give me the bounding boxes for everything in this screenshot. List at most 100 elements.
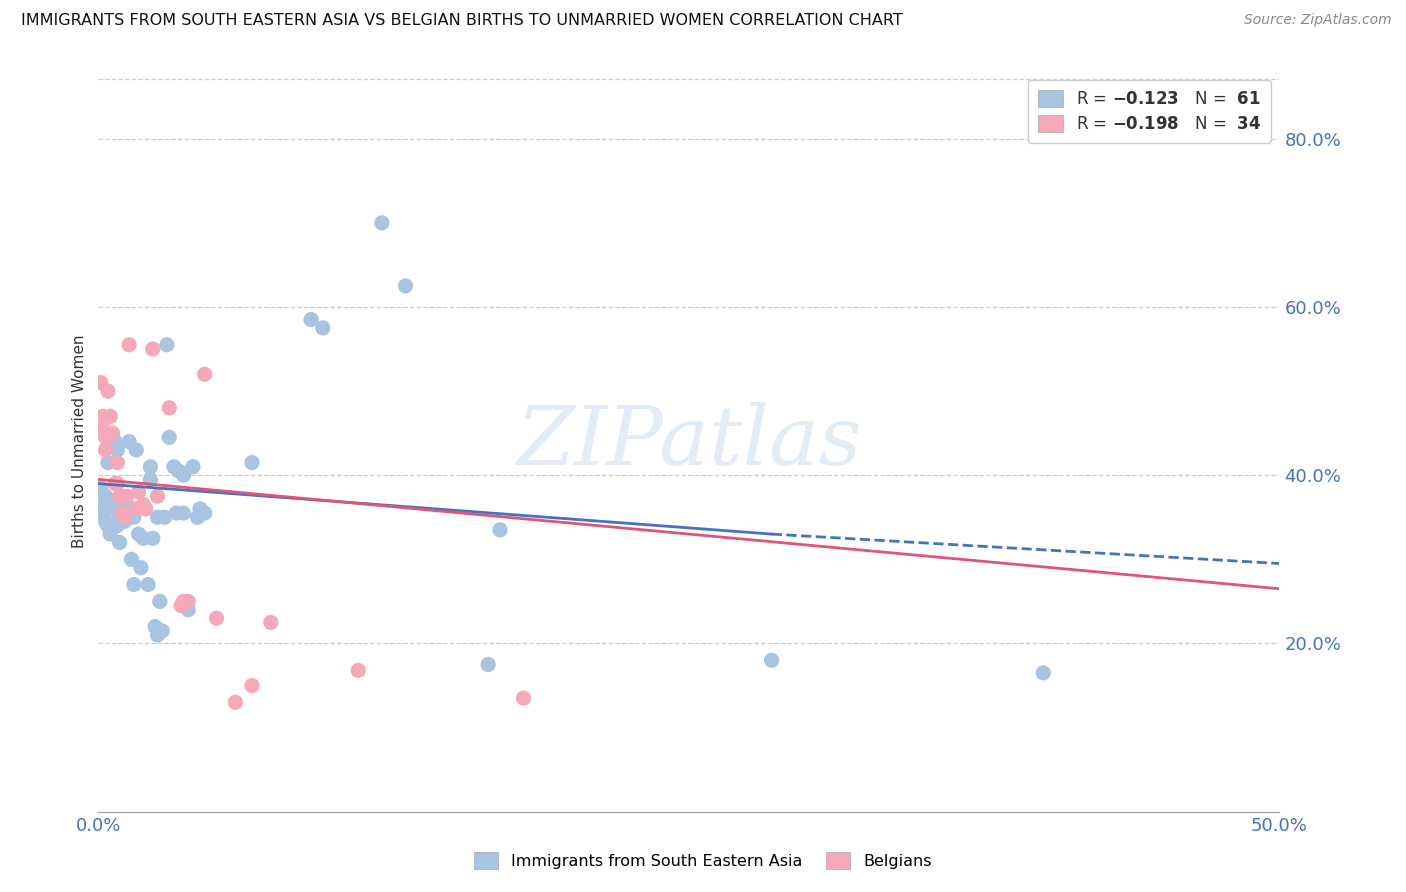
Point (1032, 665, 1054, 680)
Point (105, 456, 128, 470)
Point (512, 691, 534, 706)
Point (128, 485, 150, 500)
Point (157, 430, 180, 444)
Point (157, 401, 180, 415)
Point (97, 384, 120, 398)
Point (135, 501, 157, 516)
Point (299, 312, 322, 326)
Point (90, 481, 112, 495)
Point (139, 472, 162, 486)
Point (129, 560, 152, 574)
Point (112, 510, 135, 524)
Point (108, 510, 131, 524)
Point (167, 464, 190, 478)
Point (139, 459, 162, 474)
Point (122, 577, 145, 591)
Point (347, 664, 370, 678)
Point (240, 679, 263, 693)
Point (108, 489, 131, 503)
Point (136, 577, 159, 591)
Point (761, 653, 783, 667)
Point (97, 518, 120, 533)
Point (187, 510, 209, 524)
Point (112, 515, 135, 529)
Point (94, 489, 117, 503)
Point (132, 531, 155, 545)
Point (115, 498, 138, 512)
Point (312, 321, 335, 335)
Point (94, 430, 117, 444)
Point (115, 489, 138, 503)
Point (101, 498, 124, 512)
Point (101, 493, 124, 508)
Point (142, 531, 165, 545)
Point (90, 376, 112, 390)
Point (121, 552, 143, 566)
Point (91, 409, 114, 424)
Point (143, 619, 166, 633)
Point (170, 599, 193, 613)
Point (260, 615, 283, 630)
Point (394, 279, 416, 293)
Point (224, 695, 246, 709)
Point (91, 422, 114, 436)
Point (177, 603, 200, 617)
Point (105, 476, 128, 491)
Point (163, 459, 186, 474)
Point (104, 476, 127, 491)
Point (91, 498, 114, 512)
Point (94, 515, 117, 529)
Point (146, 628, 169, 642)
Text: ZIPatlas: ZIPatlas (516, 401, 862, 482)
Point (172, 506, 194, 520)
Point (240, 456, 263, 470)
Point (156, 338, 179, 352)
Point (105, 518, 128, 533)
Point (118, 434, 141, 449)
Point (105, 442, 128, 457)
Point (118, 510, 141, 524)
Point (104, 434, 127, 449)
Point (94, 442, 117, 457)
Legend: R = $\bf{-0.123}$   N =  $\bf{61}$, R = $\bf{-0.198}$   N =  $\bf{34}$: R = $\bf{-0.123}$ N = $\bf{61}$, R = $\b… (1028, 79, 1271, 143)
Point (98, 501, 121, 516)
Text: Source: ZipAtlas.com: Source: ZipAtlas.com (1244, 13, 1392, 28)
Point (118, 338, 141, 352)
Point (172, 468, 194, 483)
Point (205, 611, 228, 625)
Point (104, 501, 127, 516)
Point (108, 535, 131, 549)
Point (98, 409, 121, 424)
Point (128, 527, 150, 541)
Point (153, 510, 176, 524)
Point (149, 594, 172, 608)
Text: IMMIGRANTS FROM SOUTH EASTERN ASIA VS BELGIAN BIRTHS TO UNMARRIED WOMEN CORRELAT: IMMIGRANTS FROM SOUTH EASTERN ASIA VS BE… (21, 13, 903, 29)
Point (122, 510, 145, 524)
Point (146, 489, 169, 503)
Point (146, 510, 169, 524)
Point (111, 506, 134, 520)
Point (98, 527, 121, 541)
Point (172, 594, 194, 608)
Point (132, 498, 155, 512)
Point (489, 523, 512, 537)
Point (194, 506, 217, 520)
Point (125, 442, 148, 457)
Point (125, 501, 148, 516)
Point (188, 501, 211, 516)
Point (112, 493, 135, 508)
Point (150, 624, 173, 638)
Point (97, 456, 120, 470)
Point (91, 506, 114, 520)
Point (177, 594, 200, 608)
Point (111, 489, 134, 503)
Y-axis label: Births to Unmarried Women: Births to Unmarried Women (72, 334, 87, 549)
Point (101, 426, 124, 441)
Point (142, 342, 165, 356)
Point (181, 459, 204, 474)
Legend: Immigrants from South Eastern Asia, Belgians: Immigrants from South Eastern Asia, Belg… (468, 846, 938, 875)
Point (111, 506, 134, 520)
Point (165, 506, 187, 520)
Point (477, 657, 499, 672)
Point (371, 216, 394, 230)
